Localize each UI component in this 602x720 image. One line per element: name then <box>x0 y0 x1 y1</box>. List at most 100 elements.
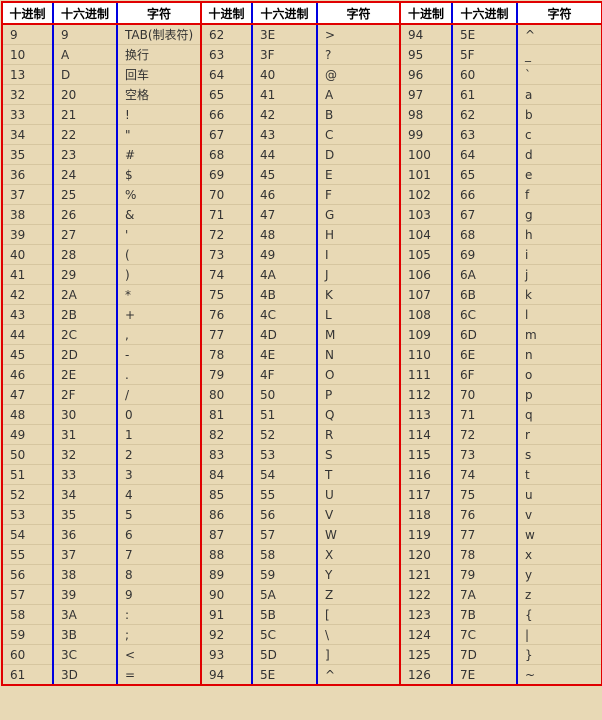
table-row: 61 3D = 94 5E ^ 126 7E ~ <box>1 664 602 686</box>
cell-char: y <box>516 564 602 585</box>
cell-char: 回车 <box>116 64 202 85</box>
cell-hex: 41 <box>251 84 317 105</box>
cell-char: ! <box>116 104 202 125</box>
cell-char: ^ <box>516 24 602 45</box>
cell-decimal: 76 <box>200 304 252 325</box>
cell-char: f <box>516 184 602 205</box>
cell-decimal: 109 <box>399 324 452 345</box>
cell-char: s <box>516 444 602 465</box>
cell-char: ~ <box>516 664 602 686</box>
cell-hex: 45 <box>251 164 317 185</box>
cell-char: h <box>516 224 602 245</box>
cell-hex: 7E <box>451 664 517 686</box>
cell-decimal: 108 <box>399 304 452 325</box>
cell-hex: 64 <box>451 144 517 165</box>
cell-char: @ <box>316 64 401 85</box>
cell-decimal: 69 <box>200 164 252 185</box>
cell-decimal: 115 <box>399 444 452 465</box>
cell-hex: 6E <box>451 344 517 365</box>
cell-hex: 63 <box>451 124 517 145</box>
cell-char: d <box>516 144 602 165</box>
cell-hex: A <box>52 44 117 65</box>
cell-decimal: 68 <box>200 144 252 165</box>
cell-hex: 5E <box>251 664 317 686</box>
table-row: 38 26 & 71 47 G 103 67 g <box>1 204 602 225</box>
cell-decimal: 101 <box>399 164 452 185</box>
cell-decimal: 88 <box>200 544 252 565</box>
table-row: 39 27 ' 72 48 H 104 68 h <box>1 224 602 245</box>
cell-char: R <box>316 424 401 445</box>
cell-decimal: 118 <box>399 504 452 525</box>
table-row: 56 38 8 89 59 Y 121 79 y <box>1 564 602 585</box>
cell-char: x <box>516 544 602 565</box>
cell-char: w <box>516 524 602 545</box>
table-body: 9 9 TAB(制表符) 62 3E >94 5E ^ 10 A 换行 63 3F? 95 5F _ 13 D 回车… <box>1 24 602 686</box>
cell-hex: 76 <box>451 504 517 525</box>
cell-decimal: 80 <box>200 384 252 405</box>
cell-decimal: 85 <box>200 484 252 505</box>
cell-decimal: 47 <box>1 384 53 405</box>
table-row: 59 3B; 92 5C \ 124 7C | <box>1 624 602 645</box>
header-decimal: 十进制 <box>399 1 452 25</box>
header-hex: 十六进制 <box>251 1 317 25</box>
cell-char: 8 <box>116 564 202 585</box>
cell-decimal: 116 <box>399 464 452 485</box>
table-row: 47 2F/80 50 P 112 70 p <box>1 384 602 405</box>
cell-hex: 5E <box>451 24 517 45</box>
cell-char: z <box>516 584 602 605</box>
cell-char: l <box>516 304 602 325</box>
cell-char: ^ <box>316 664 401 686</box>
header-row: 十进制 十六进制 字符 十进制 十六进制 字符 十进制 十六进制 字符 <box>1 1 602 25</box>
cell-char: , <box>116 324 202 345</box>
cell-hex: 78 <box>451 544 517 565</box>
cell-char: i <box>516 244 602 265</box>
cell-char: 9 <box>116 584 202 605</box>
cell-char: I <box>316 244 401 265</box>
cell-hex: 69 <box>451 244 517 265</box>
cell-decimal: 9 <box>1 24 53 45</box>
cell-char: . <box>116 364 202 385</box>
cell-char: Y <box>316 564 401 585</box>
cell-char: ; <box>116 624 202 645</box>
cell-char: 6 <box>116 524 202 545</box>
cell-decimal: 57 <box>1 584 53 605</box>
cell-hex: 5B <box>251 604 317 625</box>
cell-decimal: 50 <box>1 444 53 465</box>
header-char: 字符 <box>516 1 602 25</box>
cell-char: B <box>316 104 401 125</box>
cell-hex: 75 <box>451 484 517 505</box>
cell-char: v <box>516 504 602 525</box>
cell-char: 2 <box>116 444 202 465</box>
cell-hex: 2F <box>52 384 117 405</box>
table-row: 42 2A * 75 4B K 107 6B k <box>1 284 602 305</box>
cell-char: Q <box>316 404 401 425</box>
cell-hex: 29 <box>52 264 117 285</box>
cell-hex: 2C <box>52 324 117 345</box>
cell-decimal: 38 <box>1 204 53 225</box>
cell-hex: 5A <box>251 584 317 605</box>
cell-char: 空格 <box>116 84 202 105</box>
cell-char: 1 <box>116 424 202 445</box>
cell-hex: 66 <box>451 184 517 205</box>
cell-char: * <box>116 284 202 305</box>
cell-decimal: 66 <box>200 104 252 125</box>
cell-hex: 51 <box>251 404 317 425</box>
cell-hex: 4B <box>251 284 317 305</box>
cell-char: 0 <box>116 404 202 425</box>
cell-decimal: 102 <box>399 184 452 205</box>
cell-decimal: 44 <box>1 324 53 345</box>
cell-char: # <box>116 144 202 165</box>
cell-hex: D <box>52 64 117 85</box>
cell-char: ' <box>116 224 202 245</box>
cell-char: ] <box>316 644 401 665</box>
cell-char: N <box>316 344 401 365</box>
header-decimal: 十进制 <box>200 1 252 25</box>
cell-char: A <box>316 84 401 105</box>
cell-decimal: 40 <box>1 244 53 265</box>
table-row: 50 32 2 83 53 S 115 73 s <box>1 444 602 465</box>
cell-decimal: 60 <box>1 644 53 665</box>
header-hex: 十六进制 <box>451 1 517 25</box>
cell-hex: 37 <box>52 544 117 565</box>
cell-hex: 3A <box>52 604 117 625</box>
cell-hex: 44 <box>251 144 317 165</box>
